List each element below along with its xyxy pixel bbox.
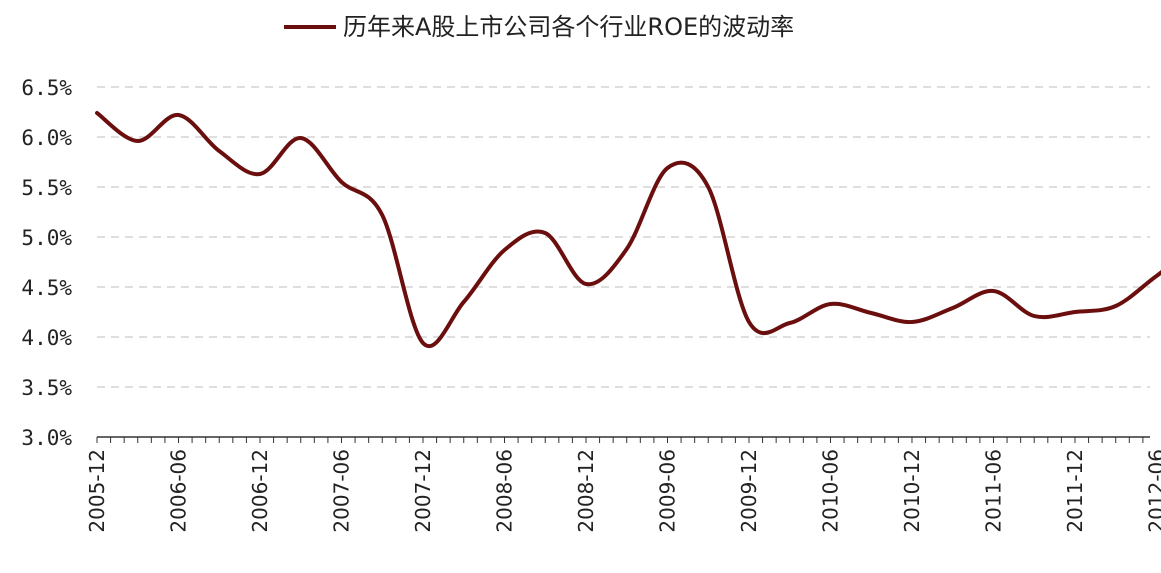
x-tick-label: 2005-12 [85, 449, 109, 533]
y-tick-label: 6.5% [21, 76, 72, 100]
x-tick-label: 2011-06 [981, 449, 1005, 533]
series-lines [95, 111, 1161, 348]
x-tick-label: 2007-12 [411, 449, 435, 533]
x-axis: 2005-12 2006-06 2006-12 2007-06 2007-12 2008-… [85, 436, 1161, 533]
x-tick-label: 2007-06 [329, 449, 353, 533]
y-tick-label: 6.0% [21, 126, 72, 150]
legend: 历年来A股上市公司各个行业ROE的波动率 [284, 13, 794, 41]
x-tick-label: 2006-12 [248, 449, 272, 533]
y-tick-label: 4.0% [21, 326, 72, 350]
gridlines [97, 86, 1150, 388]
legend-label: 历年来A股上市公司各个行业ROE的波动率 [343, 13, 794, 41]
x-tick-label: 2006-06 [166, 449, 190, 533]
y-axis-ticks: 3.0% 3.5% 4.0% 4.5% 5.0% 5.5% 6.0% 6.5% [21, 76, 72, 450]
x-tick-label: 2010-06 [818, 449, 842, 533]
x-tick-label: 2011-12 [1063, 449, 1087, 533]
x-tick-label: 2009-12 [737, 449, 761, 533]
x-tick-label: 2012-06 [1144, 449, 1161, 533]
y-tick-label: 4.5% [21, 276, 72, 300]
y-tick-label: 3.0% [21, 426, 72, 450]
x-tick-label: 2010-12 [900, 449, 924, 533]
y-tick-label: 5.0% [21, 226, 72, 250]
x-tick-label: 2009-06 [655, 449, 679, 533]
x-tick-label: 2008-12 [574, 449, 598, 533]
series-line [95, 111, 1161, 348]
y-tick-label: 3.5% [21, 376, 72, 400]
x-tick-label: 2008-06 [492, 449, 516, 533]
y-tick-label: 5.5% [21, 176, 72, 200]
